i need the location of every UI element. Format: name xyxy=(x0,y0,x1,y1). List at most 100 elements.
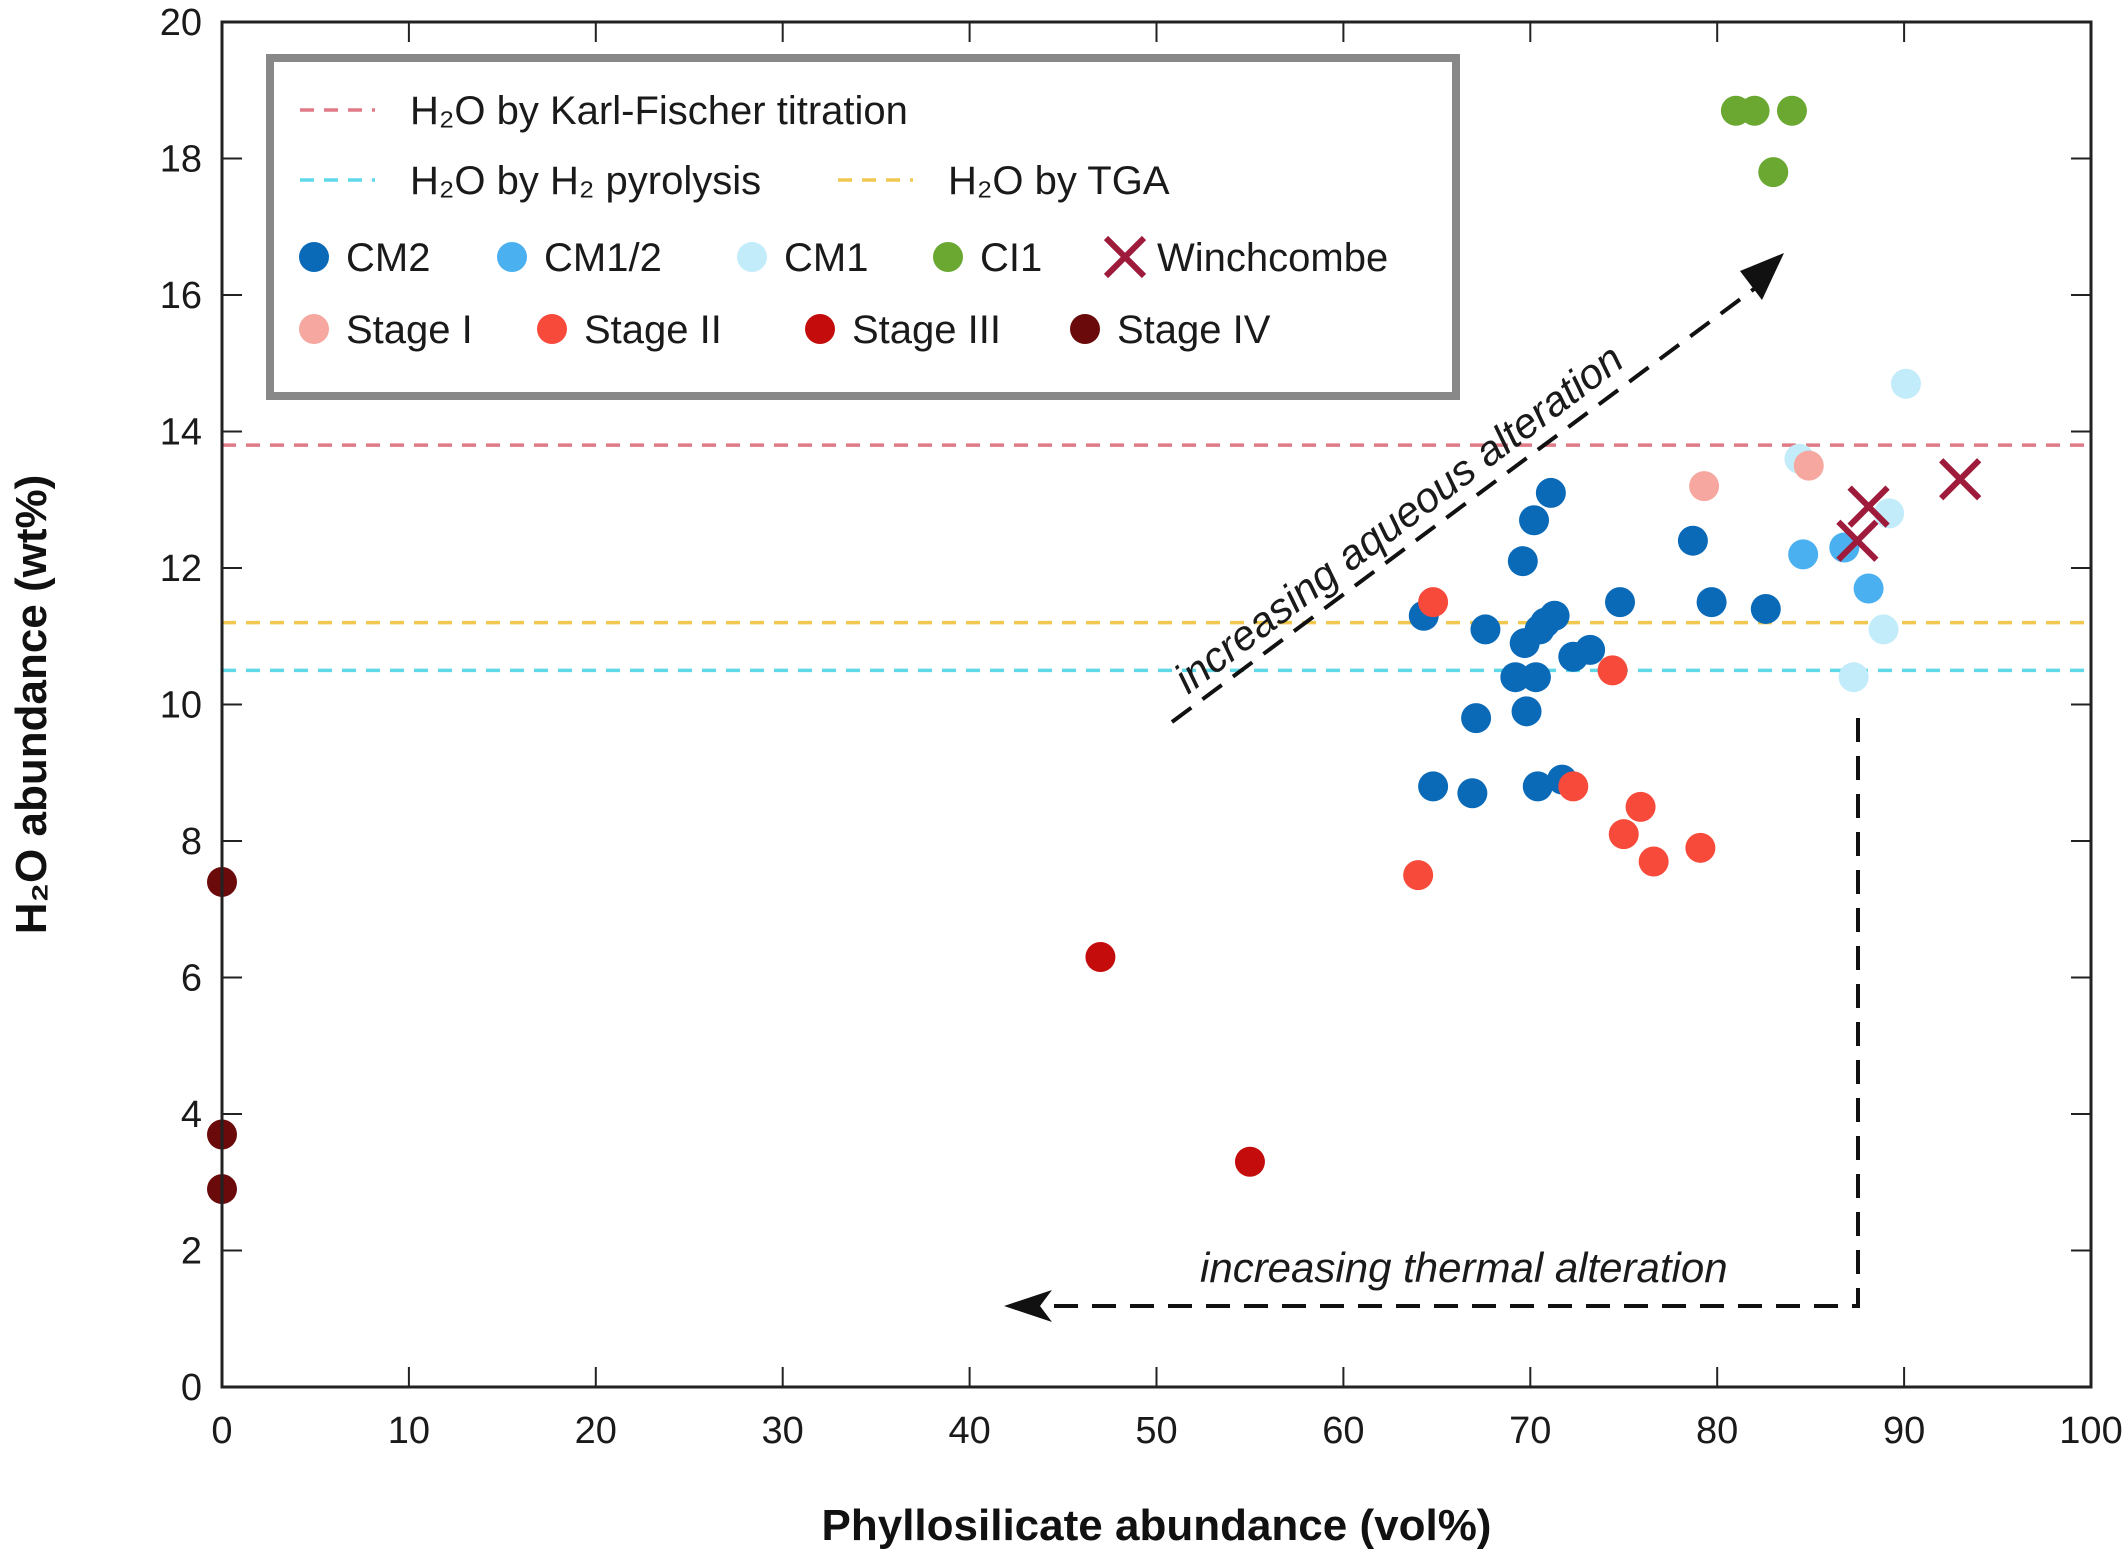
point-ci1 xyxy=(1776,95,1807,126)
point-ci1 xyxy=(1739,95,1770,126)
thermal-arrow-line xyxy=(1050,718,1860,1308)
y-tick-label: 18 xyxy=(160,139,202,181)
y-tick-label: 20 xyxy=(160,2,202,44)
point-cm2 xyxy=(1461,703,1492,734)
legend-marker xyxy=(1070,314,1100,344)
point-stage-ii xyxy=(1638,846,1669,877)
x-tick-label: 80 xyxy=(1696,1410,1738,1452)
legend-box xyxy=(266,54,1460,400)
point-stage-iii xyxy=(1085,942,1116,973)
legend-label: Stage IV xyxy=(1117,308,1271,352)
annotation-arrows xyxy=(1004,253,1860,1322)
point-stage-iii xyxy=(1234,1146,1265,1177)
y-tick-label: 10 xyxy=(160,685,202,727)
point-cm2 xyxy=(1470,614,1501,645)
point-cm2 xyxy=(1418,771,1449,802)
point-cm2 xyxy=(1605,587,1636,618)
x-tick-label: 20 xyxy=(575,1410,617,1452)
legend-label: H₂O by H₂ pyrolysis xyxy=(410,159,761,203)
y-tick-label: 8 xyxy=(181,821,202,863)
thermal-arrowhead xyxy=(1004,1290,1052,1322)
point-cm1-2 xyxy=(1853,573,1884,604)
point-stage-i xyxy=(1793,450,1824,481)
legend-marker xyxy=(737,242,767,272)
point-cm2 xyxy=(1750,593,1781,624)
point-winchcombe-stroke xyxy=(1847,485,1890,528)
point-cm1-2 xyxy=(1829,532,1860,563)
point-stage-ii xyxy=(1608,819,1639,850)
point-stage-ii xyxy=(1597,655,1628,686)
annotation-thermal-alteration: increasing thermal alteration xyxy=(1200,1244,1728,1291)
legend-label: CM1/2 xyxy=(544,236,662,280)
point-cm2 xyxy=(1507,546,1538,577)
legend: H₂O by Karl-Fischer titration H₂O by H₂ p… xyxy=(266,54,1460,400)
x-tick-label: 10 xyxy=(388,1410,430,1452)
point-cm1 xyxy=(1890,368,1921,399)
point-cm2 xyxy=(1500,662,1531,693)
point-winchcombe xyxy=(1939,458,1982,501)
point-stage-i xyxy=(1689,471,1720,502)
legend-marker xyxy=(299,242,329,272)
aqueous-arrowhead xyxy=(1740,253,1784,300)
point-stage-ii xyxy=(1685,832,1716,863)
y-axis-title: H₂O abundance (wt%) xyxy=(7,475,56,935)
point-winchcombe-stroke xyxy=(1836,519,1879,562)
legend-label: Winchcombe xyxy=(1157,236,1388,280)
legend-label: Stage I xyxy=(346,308,473,352)
point-stage-ii xyxy=(1558,771,1589,802)
x-tick-label: 30 xyxy=(762,1410,804,1452)
point-cm1 xyxy=(1838,662,1869,693)
legend-marker xyxy=(537,314,567,344)
x-tick-label: 90 xyxy=(1883,1410,1925,1452)
point-cm2 xyxy=(1696,587,1727,618)
point-cm2 xyxy=(1520,662,1551,693)
point-cm2 xyxy=(1539,600,1570,631)
legend-label: CI1 xyxy=(980,236,1042,280)
point-cm1-2 xyxy=(1788,539,1819,570)
y-tick-label: 4 xyxy=(181,1094,202,1136)
legend-label: Stage III xyxy=(852,308,1001,352)
legend-label: CM1 xyxy=(784,236,868,280)
point-winchcombe xyxy=(1847,485,1890,528)
y-tick-label: 16 xyxy=(160,275,202,317)
y-tick-label: 2 xyxy=(181,1231,202,1273)
point-stage-ii xyxy=(1625,791,1656,822)
y-tick-label: 6 xyxy=(181,958,202,1000)
legend-label: CM2 xyxy=(346,236,430,280)
aqueous-arrow-line xyxy=(1170,281,1764,724)
x-tick-label: 70 xyxy=(1509,1410,1551,1452)
point-winchcombe xyxy=(1836,519,1879,562)
legend-label: H₂O by TGA xyxy=(948,159,1170,203)
legend-marker xyxy=(497,242,527,272)
y-tick-label: 14 xyxy=(160,412,202,454)
point-winchcombe-stroke xyxy=(1939,458,1982,501)
x-tick-label: 50 xyxy=(1135,1410,1177,1452)
y-tick-label: 0 xyxy=(181,1367,202,1409)
point-cm2 xyxy=(1511,696,1542,727)
x-tick-label: 60 xyxy=(1322,1410,1364,1452)
point-cm2 xyxy=(1677,525,1708,556)
x-axis-title: Phyllosilicate abundance (vol%) xyxy=(822,1501,1492,1550)
point-cm2 xyxy=(1535,477,1566,508)
legend-marker xyxy=(805,314,835,344)
point-stage-ii xyxy=(1418,587,1449,618)
x-tick-label: 100 xyxy=(2059,1410,2122,1452)
point-stage-ii xyxy=(1403,860,1434,891)
point-cm2 xyxy=(1522,771,1553,802)
x-tick-label: 40 xyxy=(948,1410,990,1452)
x-tick-label: 0 xyxy=(211,1410,232,1452)
point-cm1 xyxy=(1868,614,1899,645)
legend-label: Stage II xyxy=(584,308,722,352)
point-cm2 xyxy=(1519,505,1550,536)
point-ci1 xyxy=(1758,157,1789,188)
point-cm2 xyxy=(1457,778,1488,809)
plot-frame xyxy=(220,20,2093,1389)
legend-marker xyxy=(1103,235,1147,279)
legend-marker xyxy=(933,242,963,272)
data-points xyxy=(207,95,1982,1205)
y-tick-label: 12 xyxy=(160,548,202,590)
legend-label: H₂O by Karl-Fischer titration xyxy=(410,89,908,133)
point-cm2 xyxy=(1575,634,1606,665)
